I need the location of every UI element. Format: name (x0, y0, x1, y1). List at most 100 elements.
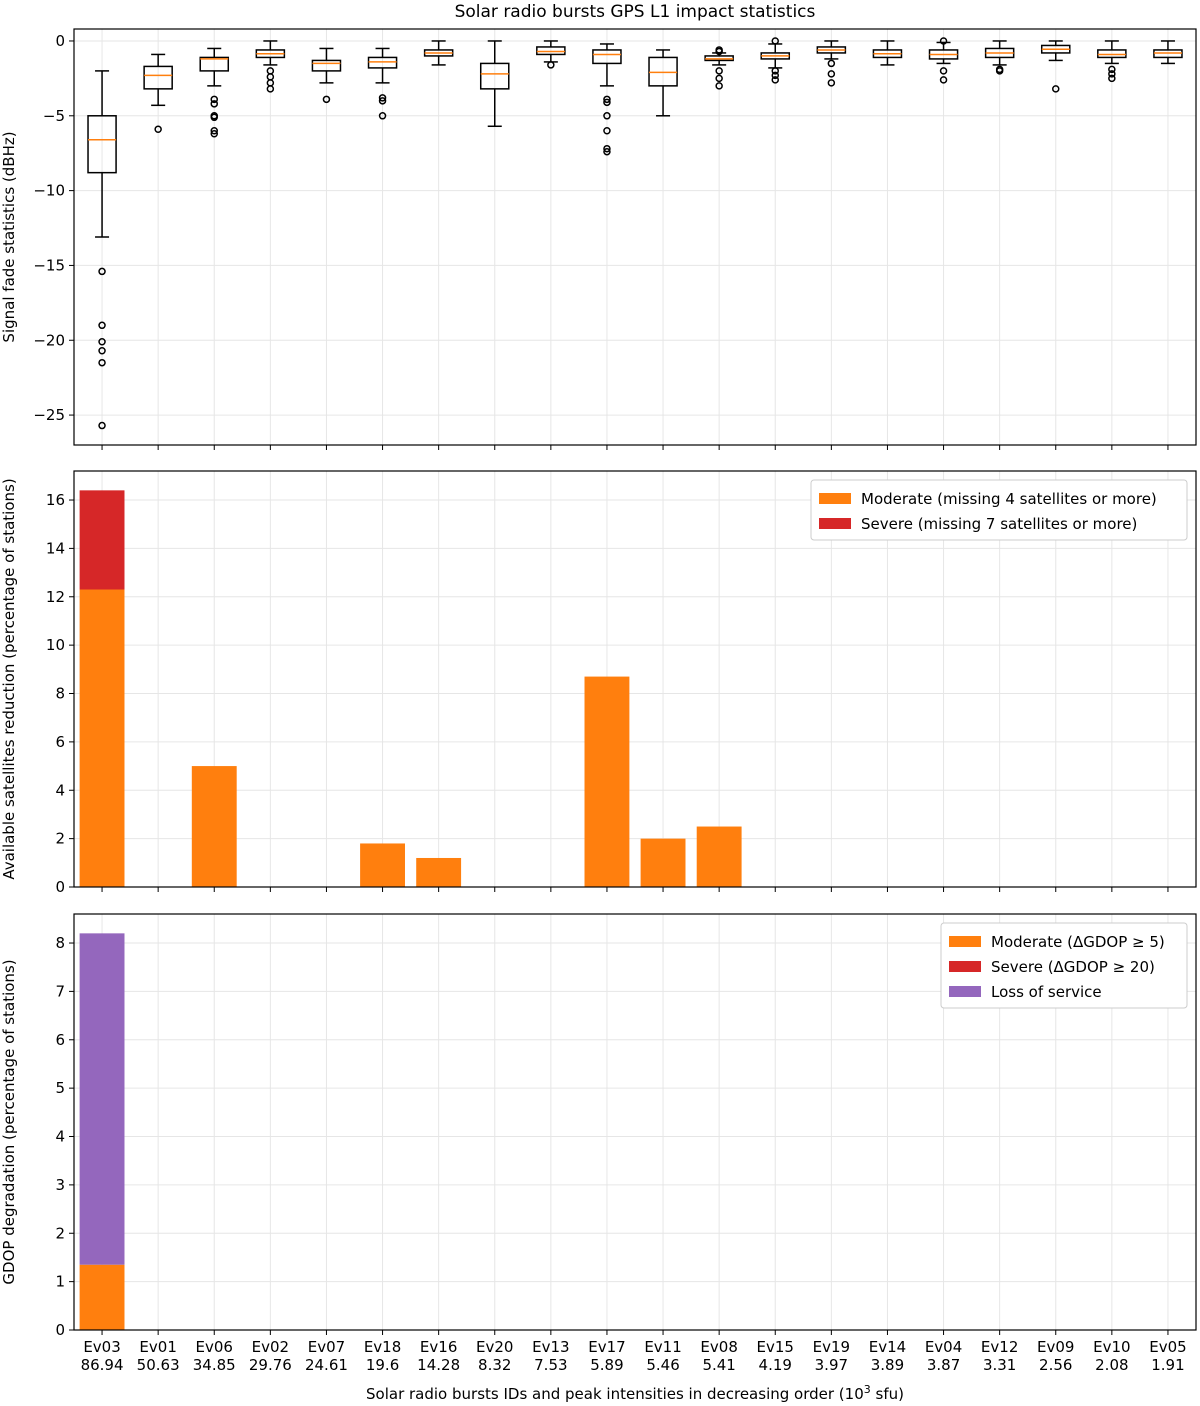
outlier-point (378, 112, 387, 120)
satellite-reduction-legend: Moderate (missing 4 satellites or more) S… (810, 479, 1188, 541)
y-tick-label: 8 (55, 685, 65, 703)
box-Ev08 (704, 46, 734, 90)
chart-title: Solar radio bursts GPS L1 impact statist… (455, 2, 816, 22)
axes-frame (73, 913, 1197, 1331)
box-body (199, 56, 230, 72)
outlier-point (939, 76, 948, 84)
bar-Ev03-series-0 (79, 589, 125, 887)
outlier-point (603, 144, 611, 153)
y-tick-label: 12 (46, 588, 65, 606)
y-tick-label: 4 (55, 781, 65, 799)
y-tick-label: 0 (55, 32, 65, 50)
outlier-point (378, 94, 387, 102)
outlier-point (827, 70, 836, 78)
outlier-point (210, 113, 218, 122)
outlier-point (210, 127, 218, 135)
legend-swatch-1 (949, 961, 981, 972)
x-tick-labels: Ev03 86.94 Ev01 50.63 Ev06 34.85 Ev02 29.76 Ev07… (81, 1338, 1187, 1374)
outlier-point (939, 67, 948, 75)
outlier-point (98, 321, 106, 330)
box-body (311, 59, 342, 72)
x-tick-label-Ev09: Ev09 2.56 (1037, 1338, 1074, 1374)
box-Ev12 (984, 40, 1015, 75)
outlier-point (603, 127, 611, 135)
box-body (479, 62, 510, 90)
x-tick-label-Ev04: Ev04 3.87 (925, 1338, 962, 1374)
outlier-point (715, 82, 723, 90)
y-tick-label: 6 (55, 1031, 65, 1049)
outlier-point (98, 337, 106, 346)
legend-swatch-1 (819, 518, 851, 529)
y-tick-label: −25 (33, 406, 65, 424)
x-tick-label-Ev14: Ev14 3.89 (869, 1338, 906, 1374)
box-Ev10 (1097, 40, 1127, 83)
axes-frame (73, 470, 1197, 888)
y-tick-label: 7 (55, 982, 65, 1000)
y-tick-label: 2 (55, 830, 65, 848)
box-Ev20 (479, 40, 510, 128)
outlier-point (827, 79, 836, 87)
bar-Ev03-series-0 (79, 1264, 125, 1330)
outlier-point (771, 76, 779, 84)
box-Ev17 (592, 43, 622, 156)
y-tick-label: 10 (46, 636, 65, 654)
y-tick-label: −15 (33, 256, 65, 274)
y-tick-label: 0 (55, 1321, 65, 1339)
outlier-point (1052, 85, 1060, 93)
y-tick-label: 3 (55, 1176, 65, 1194)
y-tick-label: 4 (55, 1128, 65, 1146)
outlier-point (266, 85, 275, 93)
outlier-point (1108, 74, 1116, 83)
x-tick-label-Ev10: Ev10 2.08 (1093, 1338, 1130, 1374)
outlier-point (603, 98, 611, 107)
x-tick-label-Ev07: Ev07 24.61 (305, 1338, 348, 1374)
box-body (592, 49, 622, 65)
outlier-point (547, 61, 555, 69)
bar-Ev18-series-0 (360, 843, 405, 887)
outlier-point (98, 346, 106, 355)
x-tick-label-Ev19: Ev19 3.97 (813, 1338, 850, 1374)
x-tick-label-Ev05: Ev05 1.91 (1149, 1338, 1186, 1374)
outlier-point (1108, 65, 1116, 74)
outlier-point (827, 59, 836, 68)
y-tick-label: 0 (55, 878, 65, 896)
outlier-point (603, 95, 611, 104)
box-Ev18 (367, 47, 398, 120)
outlier-point (154, 125, 162, 134)
outlier-point (98, 267, 106, 276)
outlier-point (210, 100, 218, 108)
bar-Ev03-series-1 (79, 490, 125, 590)
x-tick-label-Ev01: Ev01 50.63 (137, 1338, 180, 1374)
y-tick-label: −10 (33, 182, 65, 200)
box-Ev06 (199, 47, 230, 138)
outlier-point (322, 95, 331, 104)
y-tick-label: 6 (55, 733, 65, 751)
outlier-point (603, 147, 611, 156)
y-tick-label: 2 (55, 1224, 65, 1242)
box-Ev16 (423, 40, 454, 66)
outlier-point (995, 67, 1004, 75)
box-Ev01 (143, 53, 173, 134)
outlier-point (210, 129, 218, 138)
outlier-point (771, 37, 779, 45)
x-tick-label-Ev13: Ev13 7.53 (532, 1338, 569, 1374)
outlier-point (603, 112, 611, 120)
x-tick-label-Ev20: Ev20 8.32 (476, 1338, 513, 1374)
box-Ev02 (255, 40, 286, 93)
box-Ev05 (1153, 40, 1183, 65)
outlier-point (715, 47, 723, 56)
x-tick-label-Ev06: Ev06 34.85 (193, 1338, 236, 1374)
box-body (87, 115, 117, 174)
box-Ev03 (87, 70, 117, 430)
panel-satellite-reduction: 0 2 4 6 8 10 12 14 16 Available satellites reduct… (0, 470, 1197, 896)
outlier-point (771, 67, 779, 75)
box-Ev11 (648, 49, 678, 117)
satellite-reduction-y-axis-label: Available satellites reduction (percenta… (0, 478, 18, 879)
box-Ev09 (1040, 40, 1071, 93)
panel-gdop-degradation: 0 1 2 3 4 5 6 7 8 GDOP degradation (percentage of… (0, 913, 1197, 1339)
x-tick-label-Ev11: Ev11 5.46 (644, 1338, 681, 1374)
box-body (143, 65, 173, 90)
x-tick-label-Ev15: Ev15 4.19 (757, 1338, 794, 1374)
x-tick-label-Ev18: Ev18 19.6 (364, 1338, 401, 1374)
